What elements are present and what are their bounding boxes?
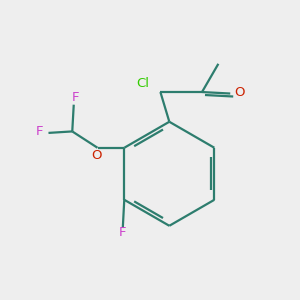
Text: F: F	[71, 91, 79, 104]
Text: O: O	[235, 86, 245, 99]
Text: O: O	[91, 149, 101, 162]
Text: Cl: Cl	[136, 76, 149, 90]
Text: F: F	[119, 226, 127, 239]
Text: F: F	[36, 125, 43, 138]
